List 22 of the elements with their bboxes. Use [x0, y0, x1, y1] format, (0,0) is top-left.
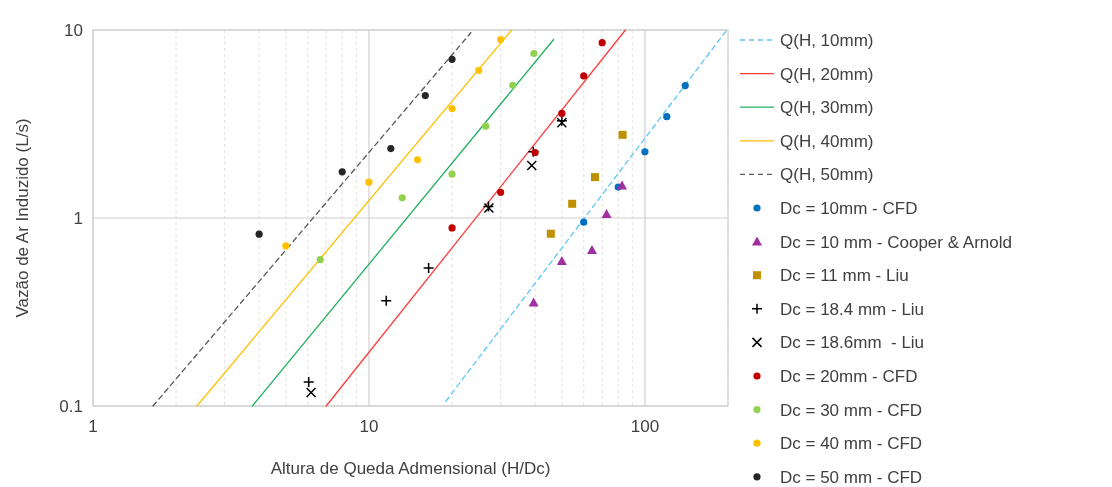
y-tick-label: 0.1: [59, 396, 83, 416]
legend-label: Q(H, 30mm): [780, 98, 874, 118]
legend-label: Q(H, 20mm): [780, 64, 874, 84]
x-tick-label: 100: [630, 417, 660, 436]
legend-label: Dc = 50 mm - CFD: [780, 467, 923, 487]
legend-label: Q(H, 40mm): [780, 131, 874, 151]
legend-label: Q(H, 10mm): [780, 30, 874, 50]
legend-label: Dc = 18.6mm - Liu: [780, 333, 925, 353]
y-tick-label: 10: [64, 20, 83, 40]
legend-label: Dc = 30 mm - CFD: [780, 400, 923, 420]
legend-label: Dc = 40 mm - CFD: [780, 434, 923, 454]
legend-label: Dc = 10 mm - Cooper & Arnold: [780, 232, 1012, 252]
y-axis-title: Vazão de Ar Induzido (L/s): [13, 118, 32, 318]
x-tick-label: 1: [88, 417, 98, 436]
legend-label: Dc = 18.4 mm - Liu: [780, 299, 925, 319]
legend-label: Q(H, 50mm): [780, 165, 874, 185]
legend-label: Dc = 10mm - CFD: [780, 198, 918, 218]
x-axis-title: Altura de Queda Admensional (H/Dc): [270, 459, 551, 478]
legend-label: Dc = 20mm - CFD: [780, 366, 918, 386]
legend-label: Dc = 11 mm - Liu: [780, 266, 909, 286]
y-tick-label: 1: [73, 208, 83, 228]
x-tick-label: 10: [359, 417, 379, 436]
